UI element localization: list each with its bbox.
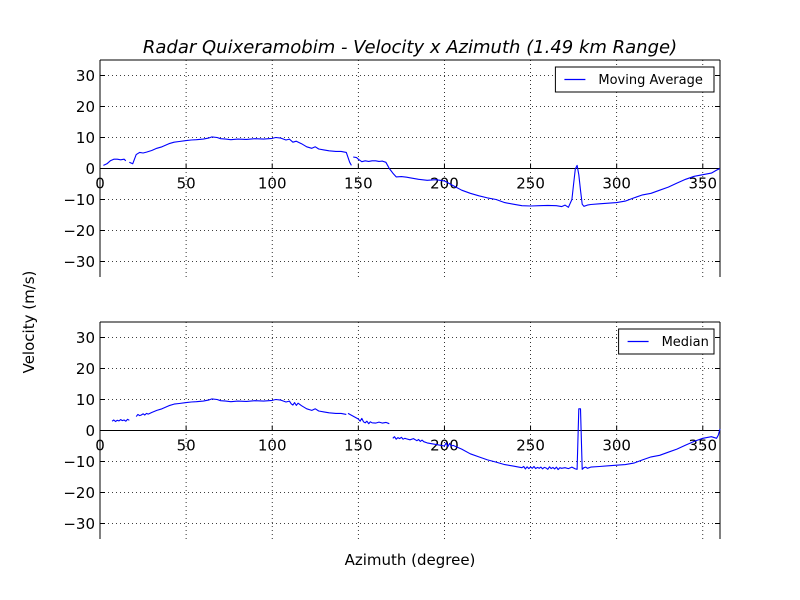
legend: Median	[618, 328, 715, 355]
y-tick-label: −10	[63, 453, 95, 471]
y-tick-label: 30	[76, 67, 95, 85]
x-tick-label: 0	[95, 437, 105, 455]
series-line-moving-average	[103, 136, 721, 208]
x-tick-label: 100	[258, 437, 287, 455]
x-tick-label: 150	[344, 175, 373, 193]
y-tick-label: 0	[85, 160, 95, 178]
x-tick-label: 50	[177, 175, 196, 193]
x-tick-label: 50	[177, 437, 196, 455]
y-tick-label: −20	[63, 222, 95, 240]
y-tick-label: 10	[76, 129, 95, 147]
y-axis-label: Velocity (m/s)	[20, 271, 38, 374]
x-tick-label: 250	[516, 437, 545, 455]
x-tick-label: 350	[688, 437, 717, 455]
legend-label: Moving Average	[598, 73, 702, 88]
x-axis-label: Azimuth (degree)	[345, 551, 476, 569]
y-tick-label: 10	[76, 391, 95, 409]
y-tick-label: −30	[63, 253, 95, 271]
x-tick-label: 150	[344, 437, 373, 455]
y-tick-label: 30	[76, 329, 95, 347]
y-tick-label: −10	[63, 191, 95, 209]
x-tick-label: 250	[516, 175, 545, 193]
x-tick-label: 200	[430, 175, 459, 193]
x-tick-label: 100	[258, 175, 287, 193]
legend-label: Median	[662, 335, 709, 350]
legend: Moving Average	[554, 66, 715, 93]
x-tick-label: 350	[688, 175, 717, 193]
y-tick-label: 20	[76, 98, 95, 116]
series-line-median	[111, 398, 721, 471]
chart-title: Radar Quixeramobim - Velocity x Azimuth …	[143, 37, 677, 58]
y-tick-label: 0	[85, 422, 95, 440]
y-tick-label: 20	[76, 360, 95, 378]
x-tick-label: 0	[95, 175, 105, 193]
x-tick-label: 300	[602, 175, 631, 193]
x-tick-label: 300	[602, 437, 631, 455]
y-tick-label: −30	[63, 515, 95, 533]
y-tick-label: −20	[63, 484, 95, 502]
